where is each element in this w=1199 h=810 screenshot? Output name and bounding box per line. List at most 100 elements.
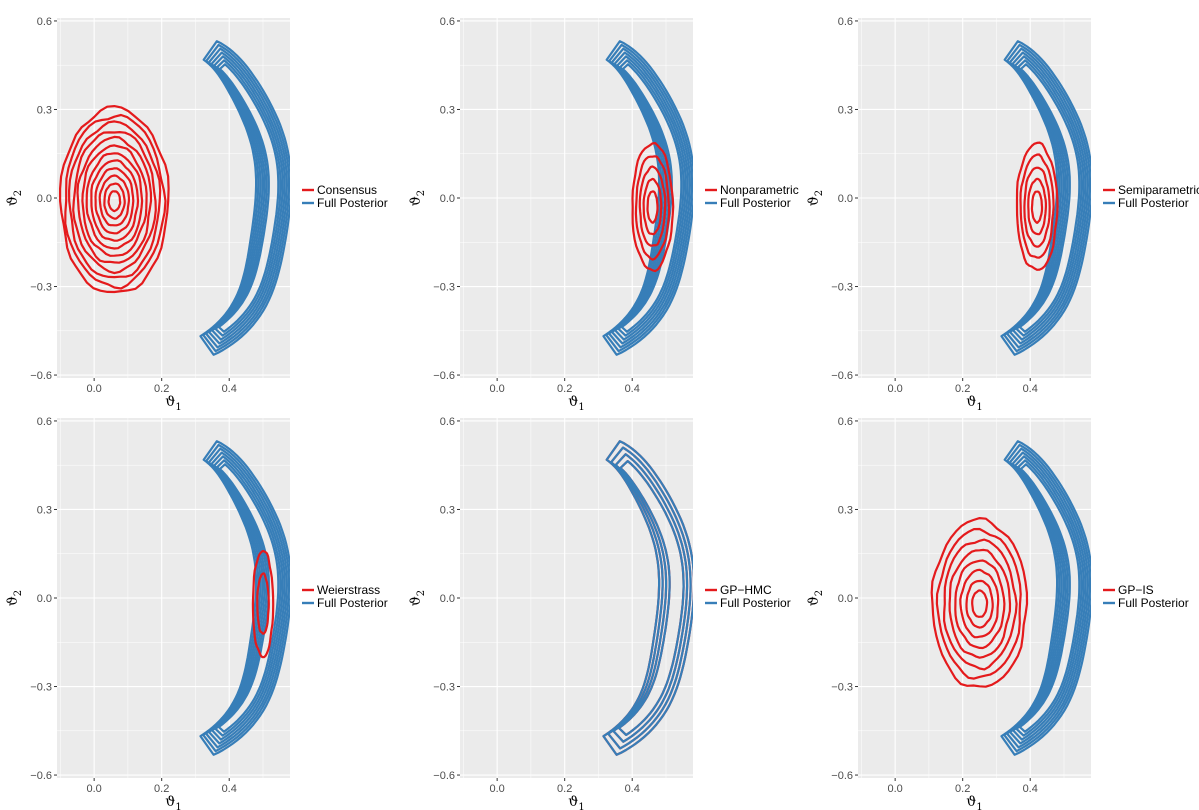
x-axis-title: ϑ1 [568, 794, 584, 810]
contour-line [1030, 190, 1044, 224]
legend-label: Full Posterior [317, 596, 388, 610]
contours [1000, 40, 1091, 356]
y-tick-label: −0.6 [433, 770, 455, 782]
contours [199, 440, 290, 756]
contour-line [943, 538, 1018, 671]
panel-5: −0.6 −0.3 0.0 0.3 0.6 0.0 0.2 0.4 ϑ1 ϑ2 GP−HMCFull… [408, 416, 791, 810]
contour-line [631, 142, 675, 273]
x-tick-label: 0.4 [625, 383, 640, 395]
contour-line [1019, 153, 1055, 259]
contours [930, 440, 1091, 756]
contour-line [204, 447, 288, 749]
contour-line [1015, 141, 1059, 271]
contour-line [251, 549, 275, 659]
x-tick-label: 0.4 [625, 783, 640, 795]
contour-line [202, 43, 290, 353]
x-tick-label: 0.0 [489, 383, 504, 395]
contour-line [1003, 443, 1091, 753]
legend-label: GP−HMC [720, 583, 772, 597]
x-tick-label: 0.2 [154, 383, 169, 395]
contour-line [642, 177, 663, 236]
y-tick-label: 0.0 [440, 193, 455, 205]
contour-line [103, 182, 126, 220]
x-tick-label: 0.2 [557, 783, 572, 795]
contour-line [1015, 459, 1083, 737]
y-tick-label: 0.3 [838, 504, 853, 516]
x-tick-label: 0.0 [887, 383, 902, 395]
y-tick-label: 0.0 [838, 193, 853, 205]
contours [602, 440, 693, 756]
contour-line [214, 459, 282, 737]
contour-line [1008, 451, 1087, 745]
y-tick-label: 0.0 [37, 193, 52, 205]
contour-line [617, 460, 685, 736]
contour-line [607, 446, 692, 750]
contour-line [612, 453, 689, 743]
legend-label: Nonparametric [720, 183, 799, 197]
contour-line [930, 517, 1029, 688]
x-axis-title: ϑ1 [966, 394, 982, 413]
legend-label: Full Posterior [317, 196, 388, 210]
y-tick-label: −0.3 [433, 282, 455, 294]
x-tick-label: 0.4 [222, 383, 237, 395]
contour-line [620, 63, 683, 333]
y-tick-label: 0.6 [440, 16, 455, 28]
y-axis-title: ϑ2 [806, 590, 825, 606]
contour-line [965, 579, 994, 629]
gridlines [858, 18, 1091, 378]
contour-line [1012, 455, 1085, 741]
y-tick-label: 0.0 [838, 593, 853, 605]
panel-6: −0.6 −0.3 0.0 0.3 0.6 0.0 0.2 0.4 ϑ1 ϑ2 GP−ISFull … [806, 416, 1189, 810]
legend-label: Weierstrass [317, 583, 380, 597]
y-tick-label: 0.6 [838, 416, 853, 428]
x-tick-label: 0.2 [955, 383, 970, 395]
contour-line [199, 40, 290, 356]
legend-label: Full Posterior [1118, 196, 1189, 210]
x-tick-label: 0.4 [1023, 383, 1038, 395]
contour-line [638, 165, 667, 247]
contour-line [76, 135, 153, 264]
y-tick-label: −0.3 [433, 682, 455, 694]
x-tick-label: 0.0 [887, 783, 902, 795]
y-tick-label: 0.3 [440, 504, 455, 516]
contour-line [107, 190, 122, 213]
y-tick-label: 0.3 [37, 104, 52, 116]
contour-line [211, 455, 284, 741]
contour-line [207, 51, 286, 345]
y-tick-label: 0.0 [37, 593, 52, 605]
contour-line [256, 572, 270, 635]
contour-line [72, 131, 157, 275]
x-tick-label: 0.2 [557, 383, 572, 395]
contour-line [214, 59, 282, 337]
contour-line [1005, 47, 1089, 349]
contour-line [1012, 55, 1085, 341]
y-tick-label: −0.6 [30, 370, 52, 382]
contour-line [204, 47, 288, 349]
x-axis-title: ϑ1 [165, 794, 181, 810]
contour-line [614, 55, 687, 341]
panel-4: −0.6 −0.3 0.0 0.3 0.6 0.0 0.2 0.4 ϑ1 ϑ2 Weierstras… [5, 416, 388, 810]
contour-line [948, 548, 1012, 659]
contour-line [1018, 463, 1081, 733]
legend-label: Semiparametric [1118, 183, 1199, 197]
series-gp-is-contours [930, 517, 1029, 688]
y-tick-label: −0.3 [831, 682, 853, 694]
y-tick-label: 0.6 [37, 416, 52, 428]
series-consensus-contours [59, 105, 170, 294]
legend-label: Full Posterior [720, 196, 791, 210]
panel-3: −0.6 −0.3 0.0 0.3 0.6 0.0 0.2 0.4 ϑ1 ϑ2 Semiparame… [806, 16, 1199, 413]
legend-label: Full Posterior [720, 596, 791, 610]
y-tick-label: 0.3 [838, 104, 853, 116]
contour-line [217, 63, 280, 333]
contour-line [954, 559, 1006, 650]
panel-2: −0.6 −0.3 0.0 0.3 0.6 0.0 0.2 0.4 ϑ1 ϑ2 Nonparamet… [408, 16, 799, 413]
contours [602, 40, 693, 356]
x-axis-title: ϑ1 [165, 394, 181, 413]
contour-line [1027, 177, 1047, 236]
